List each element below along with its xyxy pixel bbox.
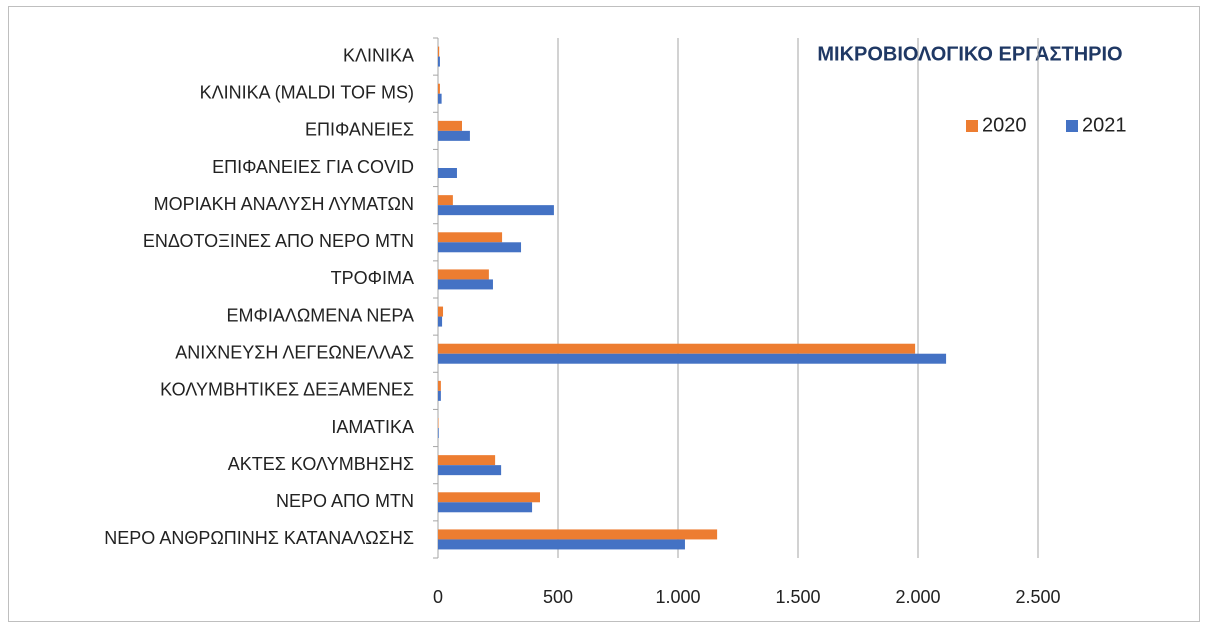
bar xyxy=(438,306,444,317)
y-tick-label: ΑΚΤΕΣ ΚΟΛΥΜΒΗΣΗΣ xyxy=(228,454,414,474)
bar xyxy=(438,168,457,178)
bar xyxy=(438,380,441,391)
bar xyxy=(438,390,441,401)
bar xyxy=(438,492,540,503)
bar xyxy=(438,56,440,67)
bar xyxy=(438,205,554,216)
x-tick-label: 0 xyxy=(433,587,443,607)
bar xyxy=(438,529,718,540)
y-tick-label: ΚΛΙΝΙΚΑ xyxy=(343,45,414,65)
bar xyxy=(438,83,440,94)
legend-swatch xyxy=(1066,120,1078,132)
y-tick-label: ΙΑΜΑΤΙΚΑ xyxy=(331,417,414,437)
bar xyxy=(438,316,443,327)
bar xyxy=(438,269,489,280)
chart-border xyxy=(8,6,1200,622)
x-tick-label: 500 xyxy=(543,587,573,607)
bar xyxy=(438,130,470,141)
legend-swatch xyxy=(966,120,978,132)
x-tick-label: 2.500 xyxy=(1015,587,1060,607)
bar xyxy=(438,120,462,131)
bar xyxy=(438,232,503,243)
bar xyxy=(438,455,496,466)
y-tick-label: ΑΝΙΧΝΕΥΣΗ ΛΕΓΕΩΝΕΛΛΑΣ xyxy=(175,342,414,362)
y-tick-label: ΕΜΦΙΑΛΩΜΕΝΑ ΝΕΡΑ xyxy=(226,305,414,325)
bar xyxy=(438,93,442,104)
legend-label: 2020 xyxy=(982,114,1027,136)
bar xyxy=(438,502,533,513)
bar xyxy=(438,195,453,206)
bar xyxy=(438,353,947,364)
bar xyxy=(438,279,493,290)
y-tick-label: ΕΝΔΟΤΟΞΙΝΕΣ ΑΠΟ ΝΕΡΟ ΜΤΝ xyxy=(143,231,414,251)
y-tick-label: ΕΠΙΦΑΝΕΙΕΣ ΓΙΑ COVID xyxy=(212,157,414,177)
chart-title: ΜΙΚΡΟΒΙΟΛΟΓΙΚΟ ΕΡΓΑΣΤΗΡΙΟ xyxy=(817,43,1122,65)
bar xyxy=(438,343,916,354)
bar xyxy=(438,465,502,476)
x-tick-label: 2.000 xyxy=(895,587,940,607)
y-tick-label: ΚΛΙΝΙΚΑ (MALDI TOF MS) xyxy=(200,82,414,102)
bar xyxy=(438,242,522,253)
y-tick-label: ΝΕΡΟ ΑΝΘΡΩΠΙΝΗΣ ΚΑΤΑΝΑΛΩΣΗΣ xyxy=(104,528,414,548)
y-tick-label: ΕΠΙΦΑΝΕΙΕΣ xyxy=(305,120,414,140)
y-tick-label: ΤΡΟΦΙΜΑ xyxy=(331,268,414,288)
y-tick-label: ΚΟΛΥΜΒΗΤΙΚΕΣ ΔΕΞΑΜΕΝΕΣ xyxy=(160,380,414,400)
y-tick-label: ΜΟΡΙΑΚΗ ΑΝΑΛΥΣΗ ΛΥΜΑΤΩΝ xyxy=(154,194,414,214)
legend-label: 2021 xyxy=(1082,114,1127,136)
x-tick-label: 1.000 xyxy=(655,587,700,607)
x-tick-label: 1.500 xyxy=(775,587,820,607)
bar xyxy=(438,428,439,438)
y-tick-label: ΝΕΡΟ ΑΠΟ ΜΤΝ xyxy=(276,491,414,511)
bar xyxy=(438,46,440,57)
bar xyxy=(438,539,685,550)
